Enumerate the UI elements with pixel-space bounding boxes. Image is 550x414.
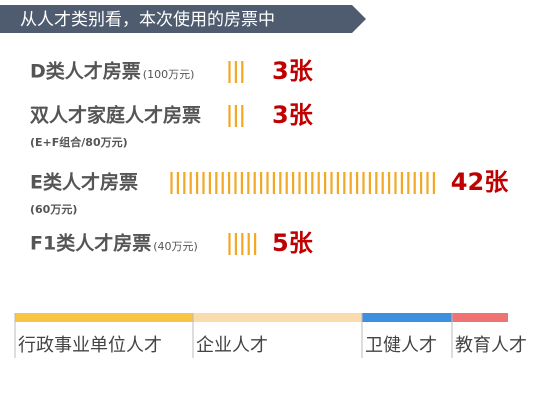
tally-group — [228, 61, 244, 83]
value-label: 3张 — [272, 101, 314, 129]
tally-group — [228, 233, 257, 255]
chart-title: 从人才类别看，本次使用的房票中 — [20, 9, 275, 30]
legend-label: 行政事业单位人才 — [18, 335, 162, 356]
legend-label: 卫健人才 — [365, 335, 437, 356]
category-note: (40万元) — [153, 240, 198, 253]
category-note: (60万元) — [30, 203, 77, 216]
category-label: E类人才房票 — [30, 171, 138, 194]
category-note: (E+F组合/80万元) — [30, 135, 128, 149]
category-note: (100万元) — [143, 68, 195, 81]
category-label: F1类人才房票 — [30, 232, 151, 255]
legend-swatch — [362, 313, 452, 322]
legend-swatch — [452, 313, 508, 322]
title-banner — [0, 5, 366, 33]
legend-swatch — [15, 313, 193, 322]
value-label: 5张 — [272, 229, 314, 257]
category-label: 双人才家庭人才房票 — [30, 104, 201, 127]
value-label: 3张 — [272, 57, 314, 85]
legend-swatch — [193, 313, 362, 322]
legend-label: 企业人才 — [196, 335, 268, 356]
value-label: 42张 — [451, 168, 509, 196]
legend-label: 教育人才 — [455, 335, 527, 356]
category-label: D类人才房票 — [30, 60, 141, 83]
tally-group — [170, 172, 435, 194]
tally-group — [228, 105, 244, 127]
